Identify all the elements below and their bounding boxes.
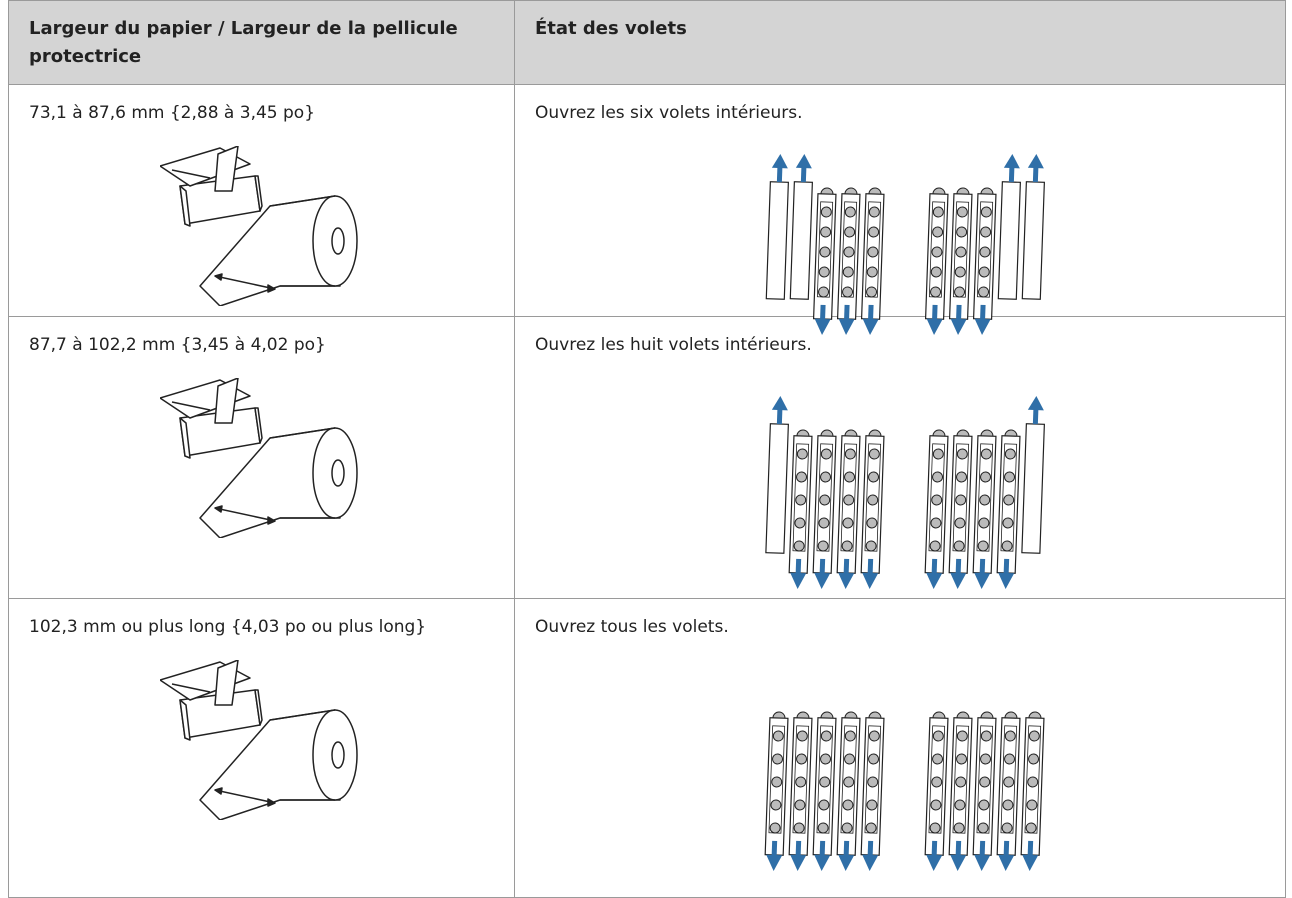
header-cell: Largeur du papier / Largeur de la pellic… (8, 0, 515, 85)
flap-illustration (765, 396, 1045, 589)
flap-illustration (764, 711, 1045, 871)
roll-illustration (160, 146, 360, 306)
roll-illustration (160, 378, 360, 538)
flap-illustration (765, 154, 1045, 335)
roll-illustration (160, 660, 360, 820)
header-cell: État des volets (514, 0, 1286, 85)
